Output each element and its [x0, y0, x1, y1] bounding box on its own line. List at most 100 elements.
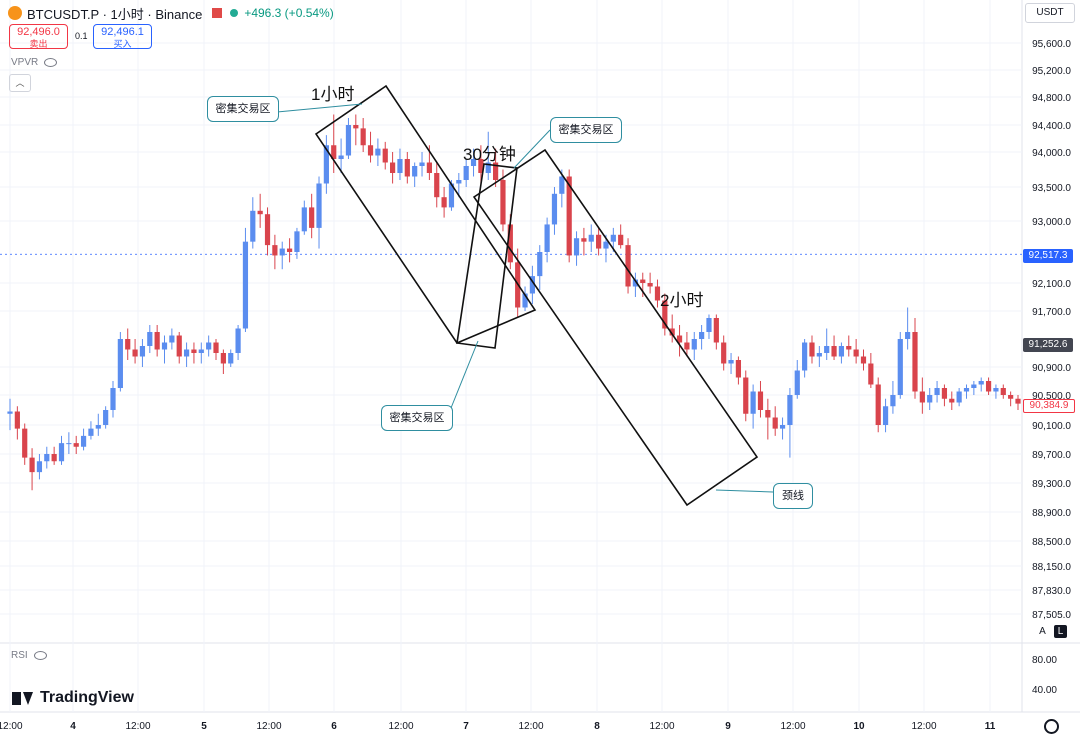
- candle-body: [220, 353, 226, 364]
- candle-body: [654, 286, 661, 301]
- candle-body: [161, 342, 168, 350]
- symbol-title: BTCUSDT.P · 1小时 · Binance: [27, 6, 203, 22]
- candle-body: [882, 406, 889, 425]
- candle-body: [419, 162, 425, 166]
- time-tick-label: 5: [201, 721, 207, 732]
- candle-body: [147, 332, 153, 346]
- exchange-flag-icon: [212, 8, 223, 18]
- candle-body: [51, 454, 57, 462]
- candle-body: [323, 145, 329, 184]
- eye-icon[interactable]: [33, 651, 47, 660]
- candle-body: [264, 214, 271, 246]
- annotation-1h: 1小时: [311, 85, 355, 104]
- auto-scale-button[interactable]: A: [1039, 626, 1046, 637]
- candle-body: [286, 248, 293, 252]
- candle-body: [632, 279, 639, 287]
- log-scale-button[interactable]: L: [1054, 625, 1067, 638]
- candle-body: [242, 241, 249, 329]
- callout-neckline: 颈线: [773, 483, 813, 509]
- annotation-30m: 30分钟: [463, 145, 516, 164]
- candle-body: [500, 180, 506, 225]
- candle-body: [573, 238, 580, 256]
- symbol-header[interactable]: BTCUSDT.P · 1小时 · Binance +496.3 (+0.54%…: [8, 4, 334, 22]
- candle-body: [257, 210, 263, 215]
- callout-dense-zone-3: 密集交易区: [381, 405, 453, 431]
- currency-button[interactable]: USDT: [1025, 3, 1075, 23]
- candle-body: [478, 159, 484, 173]
- buy-label: 买入: [113, 39, 132, 49]
- candle-body: [713, 318, 719, 343]
- candle-body: [456, 180, 462, 184]
- candle-body: [787, 395, 793, 425]
- candle-body: [676, 335, 683, 343]
- tradingview-logo: TradingView: [12, 689, 134, 707]
- candle-body: [963, 388, 970, 392]
- collapse-indicators-button[interactable]: ︿: [9, 74, 31, 92]
- candle-body: [29, 457, 35, 473]
- candle-body: [154, 332, 160, 350]
- candle-body: [993, 388, 999, 392]
- candle-body: [22, 428, 28, 458]
- candle-body: [169, 335, 175, 343]
- candle-body: [846, 346, 852, 350]
- candle-body: [603, 241, 609, 249]
- candle-body: [338, 155, 344, 159]
- candle-body: [176, 335, 182, 357]
- candle-body: [802, 342, 808, 371]
- candle-body: [470, 159, 477, 166]
- candle-body: [95, 425, 101, 429]
- candle-body: [706, 318, 712, 332]
- candle-body: [809, 342, 815, 357]
- time-tick-label: 12:00: [125, 721, 150, 732]
- candle-body: [985, 381, 992, 392]
- candle-body: [132, 349, 138, 357]
- candle-body: [779, 425, 786, 429]
- candle-body: [198, 349, 204, 353]
- callout-pointer: [715, 489, 774, 493]
- candle-body: [183, 349, 190, 357]
- channel-2h: [472, 148, 759, 507]
- sell-label: 卖出: [29, 39, 48, 49]
- time-tick-label: 10: [853, 721, 865, 732]
- price-tick-label: 95,200.0: [1032, 66, 1071, 77]
- price-tick-label: 91,700.0: [1032, 307, 1071, 318]
- buy-button[interactable]: 92,496.1 买入: [93, 24, 152, 49]
- candle-body: [699, 332, 705, 339]
- price-tick-label: 89,700.0: [1032, 450, 1071, 461]
- sell-button[interactable]: 92,496.0 卖出: [9, 24, 68, 49]
- candle-body: [647, 283, 653, 287]
- order-quantity[interactable]: 0.1: [75, 31, 88, 41]
- price-tick-label: 88,900.0: [1032, 508, 1071, 519]
- price-tick-label: 94,400.0: [1032, 121, 1071, 132]
- eye-icon[interactable]: [44, 58, 58, 67]
- candle-body: [58, 443, 65, 462]
- candle-body: [73, 443, 79, 447]
- callout-pointer: [513, 129, 551, 169]
- candle-body: [735, 360, 742, 378]
- candle-body: [397, 159, 403, 173]
- callout-dense-zone-1: 密集交易区: [207, 96, 279, 122]
- candle-body: [956, 391, 962, 403]
- candle-body: [596, 234, 602, 249]
- time-tick-label: 12:00: [518, 721, 543, 732]
- candle-body: [36, 461, 43, 473]
- candle-body: [941, 388, 948, 399]
- price-tick-label: 94,000.0: [1032, 148, 1071, 159]
- candle-body: [44, 454, 50, 462]
- chevron-up-icon: ︿: [15, 78, 25, 88]
- candle-body: [640, 279, 646, 283]
- channel-1h: [314, 84, 537, 344]
- candle-body: [890, 395, 896, 407]
- rsi-indicator[interactable]: RSI: [11, 650, 47, 661]
- gear-icon[interactable]: [1044, 719, 1059, 734]
- price-tick-label: 90,500.0: [1032, 391, 1071, 402]
- candle-body: [838, 346, 845, 357]
- candle-body: [463, 166, 469, 180]
- candle-body: [794, 370, 800, 395]
- candle-body: [551, 193, 558, 225]
- vpvr-indicator[interactable]: VPVR: [11, 57, 58, 68]
- price-tick-label: 89,300.0: [1032, 479, 1071, 490]
- brand-name: TradingView: [40, 689, 134, 706]
- candle-body: [566, 176, 572, 256]
